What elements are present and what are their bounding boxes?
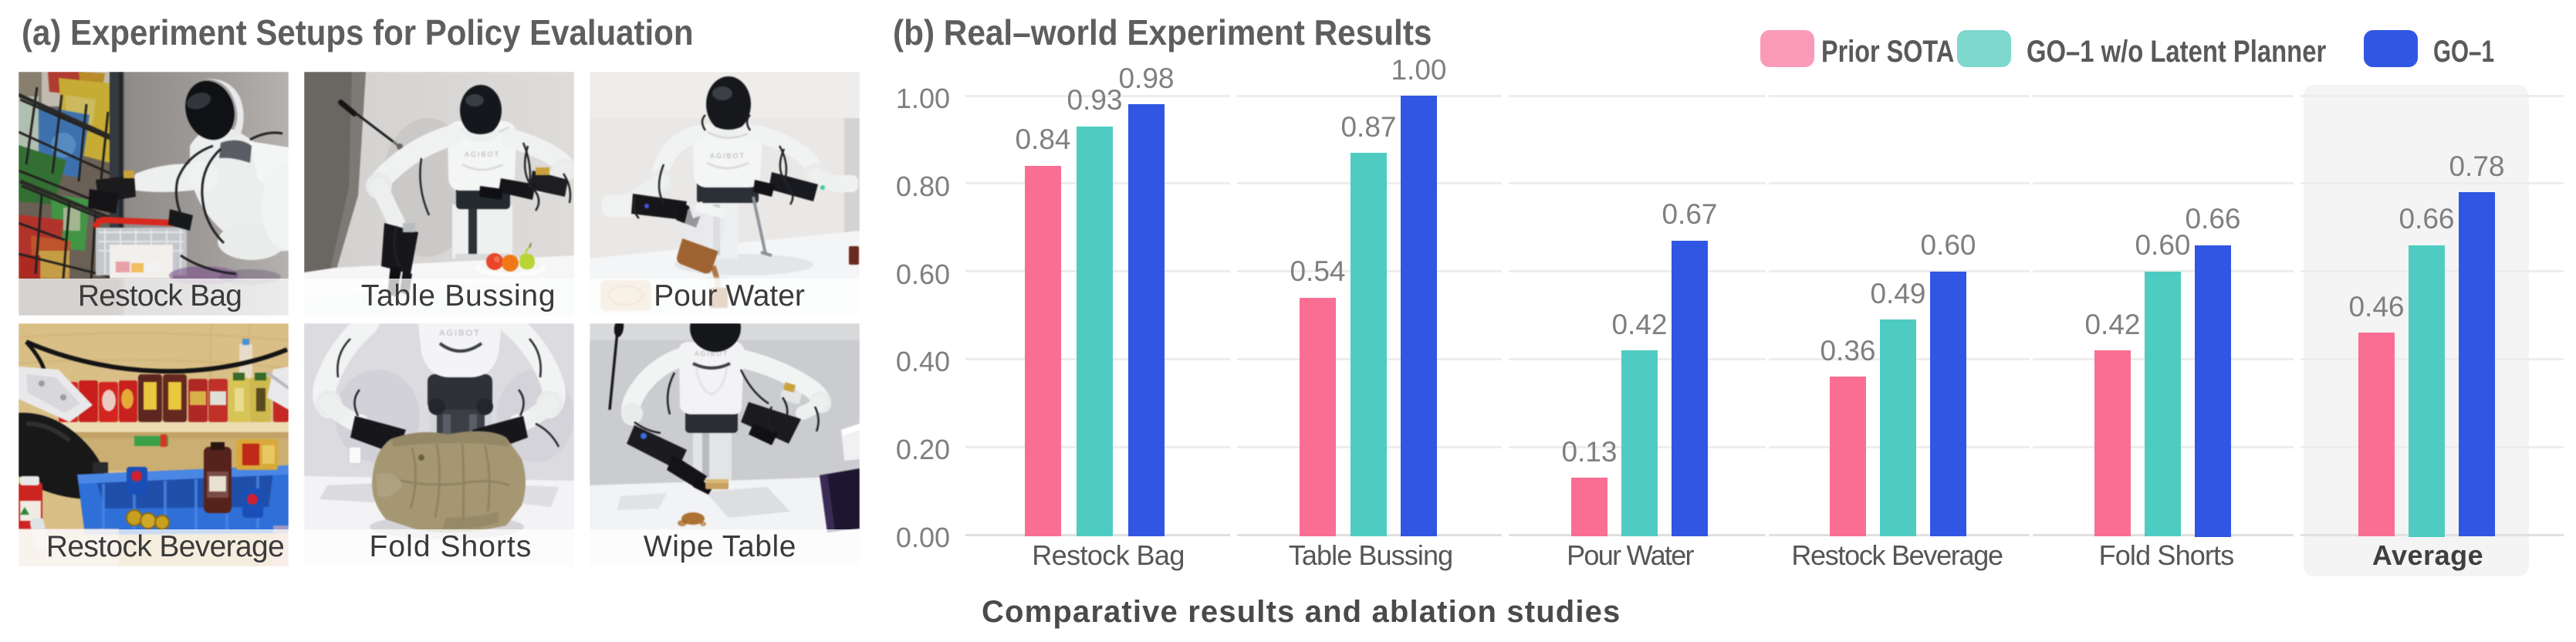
svg-text:AGIBOT: AGIBOT xyxy=(695,350,729,357)
svg-text:AGIBOT: AGIBOT xyxy=(439,329,481,338)
svg-text:AGIBOT: AGIBOT xyxy=(465,150,500,158)
svg-text:AGIBOT: AGIBOT xyxy=(710,152,745,160)
